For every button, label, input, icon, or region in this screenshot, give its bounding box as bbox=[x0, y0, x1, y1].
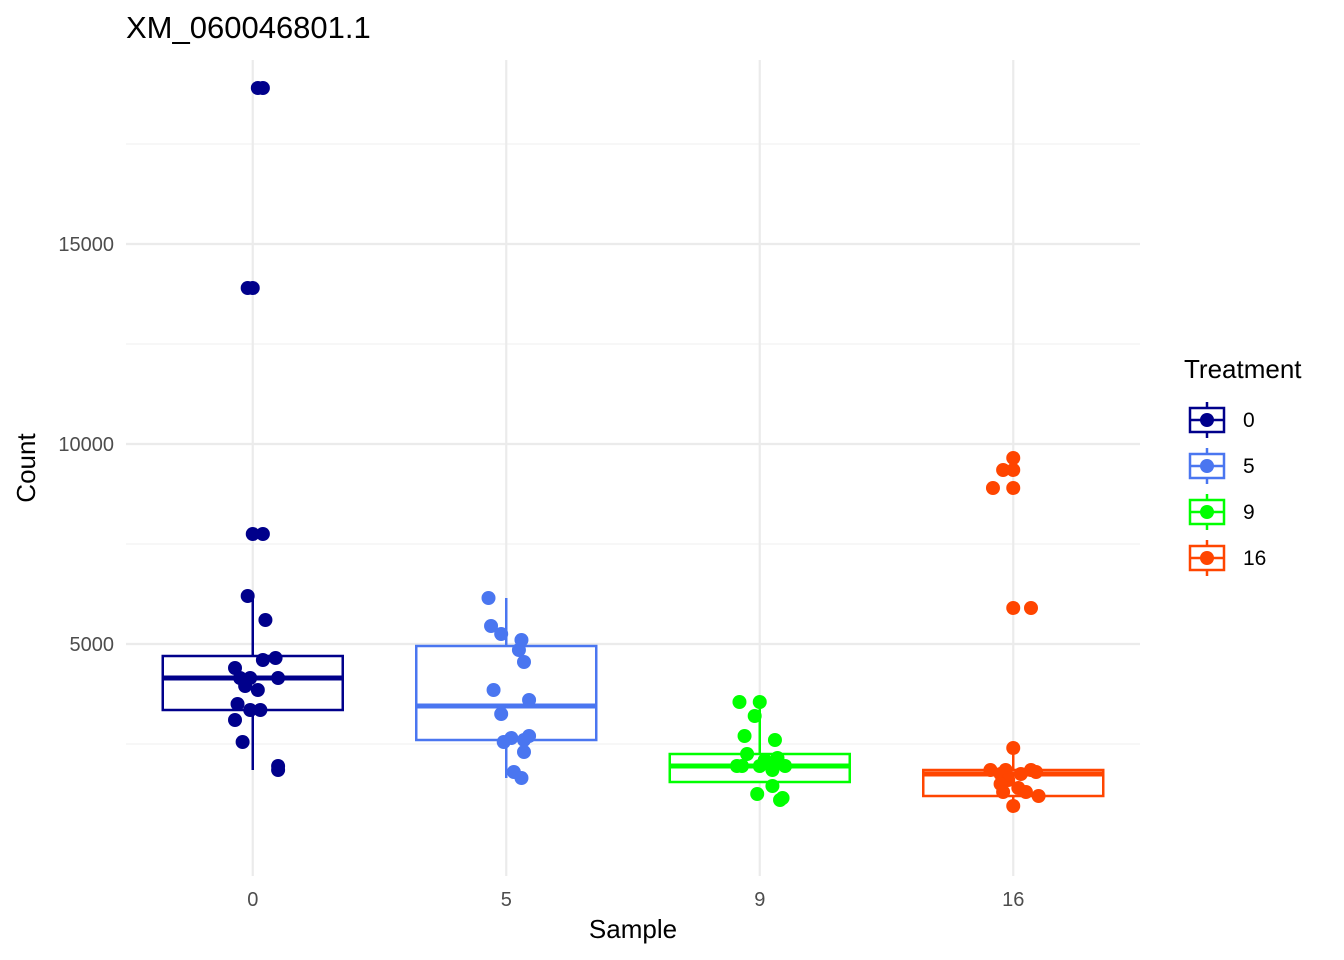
point-0 bbox=[253, 703, 268, 717]
chart-title: XM_060046801.1 bbox=[126, 10, 371, 45]
point-16 bbox=[1006, 741, 1021, 755]
point-5 bbox=[516, 655, 531, 669]
point-0 bbox=[258, 613, 273, 627]
point-0 bbox=[235, 735, 250, 749]
point-5 bbox=[481, 591, 496, 605]
point-0 bbox=[271, 671, 286, 685]
point-5 bbox=[494, 627, 509, 641]
point-16 bbox=[996, 785, 1011, 799]
point-9 bbox=[767, 733, 782, 747]
point-9 bbox=[752, 759, 767, 773]
legend-label: 0 bbox=[1243, 409, 1255, 432]
point-9 bbox=[737, 729, 752, 743]
point-9 bbox=[752, 695, 767, 709]
boxes bbox=[161, 596, 1105, 806]
data-points bbox=[228, 81, 1046, 813]
point-16 bbox=[1006, 463, 1021, 477]
point-0 bbox=[255, 81, 270, 95]
y-tick-label: 5000 bbox=[70, 634, 115, 656]
legend-item-0: 0 bbox=[1188, 402, 1255, 438]
point-0 bbox=[243, 703, 258, 717]
point-16 bbox=[1031, 789, 1046, 803]
legend-item-9: 9 bbox=[1188, 494, 1255, 530]
point-5 bbox=[514, 771, 529, 785]
legend-label: 9 bbox=[1243, 501, 1255, 524]
point-16 bbox=[1006, 481, 1021, 495]
y-tick-label: 10000 bbox=[58, 434, 114, 456]
x-tick-label: 16 bbox=[1002, 889, 1024, 911]
point-0 bbox=[240, 589, 255, 603]
point-16 bbox=[1029, 765, 1044, 779]
legend: Treatment 0 5 9 16 bbox=[1184, 354, 1302, 576]
point-0 bbox=[255, 527, 270, 541]
point-16 bbox=[1006, 799, 1021, 813]
point-5 bbox=[486, 683, 501, 697]
y-tick-label: 15000 bbox=[58, 234, 114, 256]
legend-key-point bbox=[1200, 551, 1214, 565]
box-5 bbox=[415, 598, 598, 778]
point-9 bbox=[765, 763, 780, 777]
point-16 bbox=[985, 481, 1000, 495]
point-16 bbox=[1018, 785, 1033, 799]
point-5 bbox=[494, 707, 509, 721]
point-9 bbox=[747, 709, 762, 723]
x-tick-label: 0 bbox=[247, 889, 258, 911]
point-5 bbox=[516, 745, 531, 759]
legend-key-point bbox=[1200, 413, 1214, 427]
legend-item-16: 16 bbox=[1188, 540, 1266, 576]
grid bbox=[126, 60, 1140, 876]
point-0 bbox=[238, 679, 253, 693]
point-16 bbox=[996, 463, 1011, 477]
x-tick-label: 5 bbox=[501, 889, 512, 911]
x-tick-label: 9 bbox=[754, 889, 765, 911]
point-16 bbox=[1006, 451, 1021, 465]
point-9 bbox=[732, 695, 747, 709]
point-9 bbox=[773, 793, 788, 807]
point-16 bbox=[1006, 601, 1021, 615]
point-0 bbox=[230, 697, 245, 711]
point-0 bbox=[271, 763, 286, 777]
point-9 bbox=[778, 759, 793, 773]
legend-label: 5 bbox=[1243, 455, 1255, 478]
point-5 bbox=[516, 733, 531, 747]
box-0 bbox=[161, 596, 344, 770]
legend-key-point bbox=[1200, 505, 1214, 519]
point-9 bbox=[750, 787, 765, 801]
legend-key-point bbox=[1200, 459, 1214, 473]
point-0 bbox=[245, 281, 260, 295]
legend-label: 16 bbox=[1243, 547, 1266, 570]
point-0 bbox=[228, 713, 243, 727]
box-rect bbox=[415, 644, 598, 742]
point-5 bbox=[484, 619, 499, 633]
point-0 bbox=[250, 683, 265, 697]
x-axis-title: Sample bbox=[589, 914, 677, 944]
legend-title: Treatment bbox=[1184, 354, 1302, 384]
point-0 bbox=[245, 527, 260, 541]
point-9 bbox=[735, 759, 750, 773]
point-5 bbox=[511, 643, 526, 657]
point-9 bbox=[765, 779, 780, 793]
point-16 bbox=[1013, 767, 1028, 781]
y-axis-title: Count bbox=[11, 433, 41, 503]
point-5 bbox=[522, 693, 537, 707]
point-9 bbox=[740, 747, 755, 761]
point-0 bbox=[255, 653, 270, 667]
legend-item-5: 5 bbox=[1188, 448, 1255, 484]
axes: 5000 10000 15000 0 5 9 16 bbox=[58, 234, 1024, 911]
point-0 bbox=[268, 651, 283, 665]
point-5 bbox=[496, 735, 511, 749]
point-16 bbox=[1023, 601, 1038, 615]
